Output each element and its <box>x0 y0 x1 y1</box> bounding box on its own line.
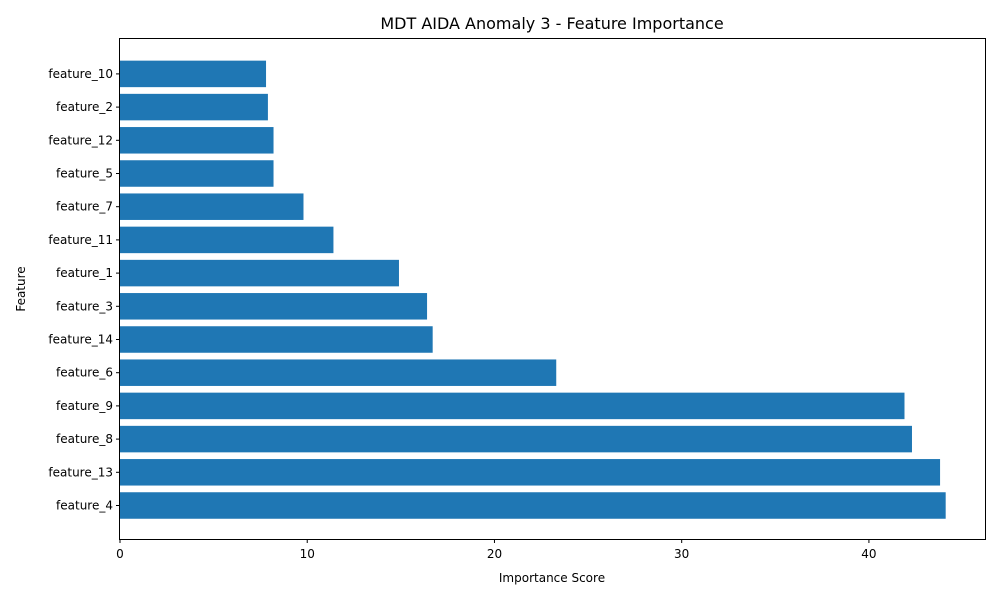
x-tick-label: 30 <box>674 547 689 561</box>
x-tick-label: 0 <box>116 547 124 561</box>
bar-feature_2 <box>120 93 268 121</box>
bar-feature_8 <box>120 425 912 453</box>
bar-feature_11 <box>120 226 334 254</box>
bars-group <box>120 60 946 519</box>
y-tick-label: feature_9 <box>56 399 113 413</box>
x-tick-label: 10 <box>300 547 315 561</box>
bar-feature_13 <box>120 459 941 486</box>
bar-feature_4 <box>120 492 946 519</box>
y-tick-label: feature_4 <box>56 499 113 513</box>
y-axis-title: Feature <box>14 266 28 311</box>
bar-feature_6 <box>120 359 557 386</box>
bar-feature_9 <box>120 392 905 420</box>
bar-feature_1 <box>120 259 399 287</box>
bar-feature_7 <box>120 193 304 220</box>
bar-feature_14 <box>120 326 433 353</box>
y-tick-label: feature_10 <box>48 67 113 81</box>
y-tick-label: feature_11 <box>48 233 113 247</box>
bar-feature_12 <box>120 127 274 154</box>
y-tick-label: feature_3 <box>56 299 113 313</box>
y-tick-label: feature_12 <box>48 133 113 147</box>
y-tick-label: feature_13 <box>48 465 113 479</box>
y-tick-label: feature_1 <box>56 266 113 280</box>
chart-title: MDT AIDA Anomaly 3 - Feature Importance <box>380 14 723 33</box>
y-tick-label: feature_5 <box>56 167 113 181</box>
x-tick-label: 20 <box>487 547 502 561</box>
y-tick-label: feature_2 <box>56 100 113 114</box>
y-tick-label: feature_8 <box>56 432 113 446</box>
plot-frame <box>119 38 986 540</box>
bar-feature_3 <box>120 293 428 320</box>
y-tick-label: feature_14 <box>48 333 113 347</box>
x-tick-label: 40 <box>861 547 876 561</box>
bar-feature_10 <box>120 60 267 88</box>
y-tick-label: feature_7 <box>56 200 113 214</box>
bar-feature_5 <box>120 160 274 187</box>
y-tick-label: feature_6 <box>56 366 113 380</box>
y-axis-ticks: feature_4 feature_13 feature_8 feature_9 fea… <box>48 67 120 513</box>
x-axis-title: Importance Score <box>499 571 605 585</box>
x-axis-ticks: 0 10 20 30 40 <box>116 539 877 561</box>
